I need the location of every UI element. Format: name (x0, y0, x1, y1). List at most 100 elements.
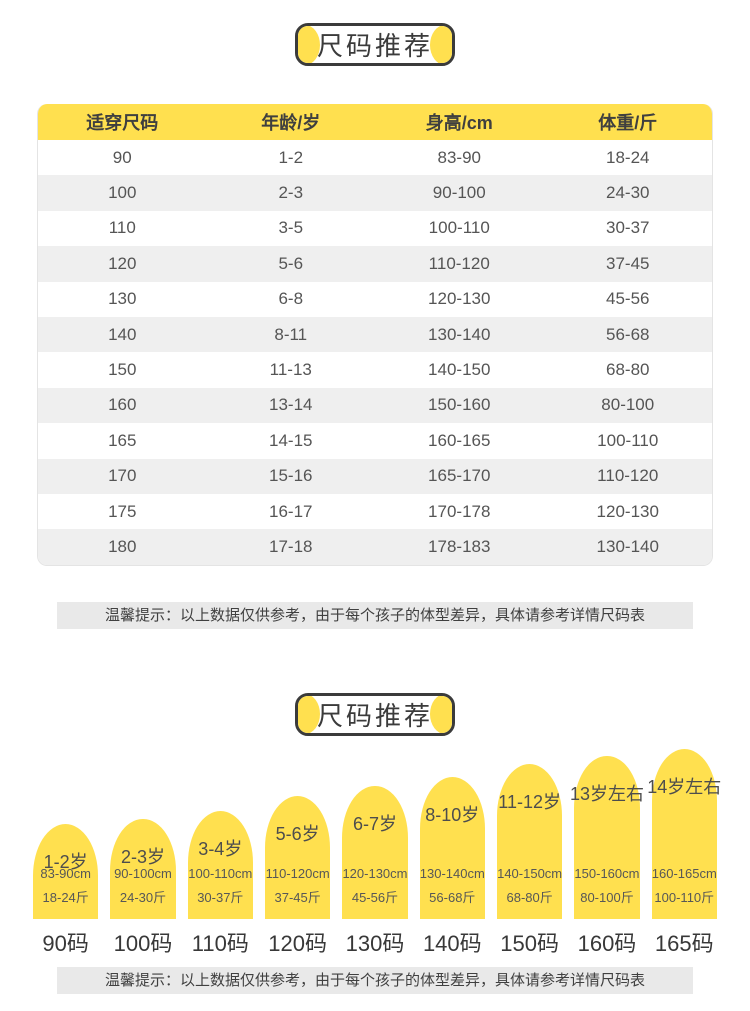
size-code-label: 90码 (42, 930, 89, 956)
table-cell: 165-170 (428, 466, 491, 486)
table-cell: 13-14 (269, 395, 313, 415)
size-code-label: 110码 (191, 930, 249, 956)
arch-weight-label: 18-24斤 (42, 889, 89, 905)
table-cell: 30-37 (606, 218, 650, 238)
table-cell: 17-18 (269, 536, 313, 556)
arch-weight-label: 56-68斤 (429, 889, 476, 905)
table-cell: 150-160 (428, 395, 491, 415)
table-cell: 170 (108, 466, 137, 486)
arch-height-label: 130-140cm (419, 865, 485, 881)
table-cell: 11-13 (269, 360, 312, 380)
size-table-body: 90 1-2 83-90 18-24 100 2-3 90-100 24-30 110 3-5 10… (38, 140, 712, 565)
table-cell: 110-120 (597, 466, 659, 486)
table-cell: 110-120 (428, 253, 490, 273)
table-cell: 130 (108, 289, 137, 309)
section1-title-badge: 尺码推荐 (295, 23, 455, 66)
table-cell: 160-165 (428, 430, 491, 450)
size-arch-chart: 1-2岁 83-90cm 18-24斤 2-3岁 90-100cm 24-30斤 3-4岁 1… (0, 748, 750, 919)
table-cell: 100-110 (597, 430, 659, 450)
size-table-header-height: 身高/cm (425, 113, 493, 133)
size-arch-bar: 8-10岁 130-140cm 56-68斤 (419, 776, 485, 919)
table-cell: 120-130 (596, 501, 659, 521)
arch-height-label: 90-100cm (114, 865, 172, 881)
size-guide-page: 尺码推荐 适穿尺码 年龄/岁 身高/cm 体重/斤 90 1-2 83-90 18-2… (0, 23, 750, 994)
table-cell: 3-5 (278, 218, 304, 238)
size-code-label: 130码 (345, 930, 405, 956)
table-row: 120 5-6 110-120 37-45 (38, 246, 712, 282)
table-row: 165 14-15 160-165 100-110 (38, 423, 712, 459)
arch-height-label: 120-130cm (342, 865, 408, 881)
table-cell: 100-110 (428, 218, 490, 238)
table-cell: 24-30 (606, 183, 650, 203)
table-cell: 68-80 (606, 360, 650, 380)
size-table-header-weight: 体重/斤 (598, 113, 658, 133)
arch-weight-label: 100-110斤 (654, 889, 715, 905)
arch-height-label: 100-110cm (188, 865, 253, 881)
size-code-label: 100码 (113, 930, 173, 956)
table-row: 170 15-16 165-170 110-120 (38, 458, 712, 494)
arch-weight-label: 37-45斤 (274, 889, 321, 905)
table-cell: 180 (108, 536, 137, 556)
table-cell: 100 (108, 183, 137, 203)
size-arch-bar: 3-4岁 100-110cm 30-37斤 (187, 810, 253, 919)
table-cell: 45-56 (606, 289, 650, 309)
table-cell: 120-130 (428, 289, 491, 309)
arch-age-label: 5-6岁 (275, 823, 320, 844)
table-row: 160 13-14 150-160 80-100 (38, 387, 712, 424)
table-row: 140 8-11 130-140 56-68 (38, 316, 712, 353)
notice-bar-top: 温馨提示：以上数据仅供参考，由于每个孩子的体型差异，具体请参考详情尺码表 (57, 601, 693, 629)
size-code-label: 150码 (500, 930, 559, 956)
size-table-header-size: 适穿尺码 (86, 113, 159, 133)
arch-age-label: 2-3岁 (120, 846, 165, 867)
arch-height-label: 140-150cm (497, 865, 563, 881)
table-row: 110 3-5 100-110 30-37 (38, 210, 712, 247)
size-arch-labels: 90码 100码 110码 120码 130码 140码 150码 160码 165码 (0, 926, 750, 956)
arch-weight-label: 80-100斤 (580, 889, 634, 905)
arch-age-label: 8-10岁 (425, 804, 480, 825)
table-cell: 8-11 (274, 324, 308, 344)
table-row: 90 1-2 83-90 18-24 (38, 140, 712, 176)
table-cell: 130-140 (428, 324, 491, 344)
size-arch-bar: 1-2岁 83-90cm 18-24斤 (33, 823, 99, 919)
badge-right-ellipse-icon (430, 26, 452, 63)
table-cell: 170-178 (428, 501, 491, 521)
size-code-label: 140码 (422, 930, 482, 956)
section2-title-badge: 尺码推荐 (295, 692, 455, 736)
badge-left-ellipse-icon (298, 26, 320, 63)
arch-age-label: 3-4岁 (198, 838, 243, 859)
arch-age-label: 11-12岁 (498, 791, 561, 812)
arch-weight-label: 68-80斤 (506, 889, 553, 905)
table-cell: 14-15 (269, 430, 313, 450)
size-arch-bar: 14岁左右 160-165cm 100-110斤 (647, 748, 721, 919)
badge-left-ellipse-icon (298, 695, 320, 733)
arch-weight-label: 30-37斤 (197, 889, 244, 905)
table-cell: 165 (108, 430, 137, 450)
table-cell: 56-68 (606, 324, 650, 344)
table-cell: 16-17 (269, 501, 313, 521)
section1-title: 尺码推荐 (316, 31, 433, 61)
table-cell: 90 (112, 147, 132, 167)
table-cell: 175 (108, 501, 137, 521)
size-table-header-age: 年龄/岁 (261, 113, 321, 133)
table-cell: 80-100 (601, 395, 655, 415)
size-arch-bar: 11-12岁 140-150cm 68-80斤 (496, 763, 563, 919)
badge-right-ellipse-icon (430, 695, 452, 733)
table-cell: 1-2 (278, 147, 304, 167)
table-cell: 120 (108, 253, 137, 273)
size-table-header-row: 适穿尺码 年龄/岁 身高/cm 体重/斤 (38, 104, 712, 140)
arch-age-label: 13岁左右 (569, 783, 644, 804)
size-arch-bar: 2-3岁 90-100cm 24-30斤 (110, 818, 176, 919)
table-row: 150 11-13 140-150 68-80 (38, 352, 712, 388)
size-code-label: 160码 (577, 930, 637, 956)
arch-height-label: 110-120cm (265, 865, 330, 881)
table-cell: 18-24 (606, 147, 650, 167)
notice-bar-bottom: 温馨提示：以上数据仅供参考，由于每个孩子的体型差异，具体请参考详情尺码表 (57, 966, 693, 994)
table-cell: 5-6 (278, 253, 304, 273)
table-row: 100 2-3 90-100 24-30 (38, 175, 712, 211)
table-cell: 140 (108, 324, 137, 344)
table-cell: 160 (108, 395, 137, 415)
arch-height-label: 150-160cm (574, 865, 640, 881)
arch-age-label: 1-2岁 (43, 851, 88, 872)
table-cell: 110 (108, 218, 136, 238)
arch-height-label: 83-90cm (40, 865, 91, 881)
